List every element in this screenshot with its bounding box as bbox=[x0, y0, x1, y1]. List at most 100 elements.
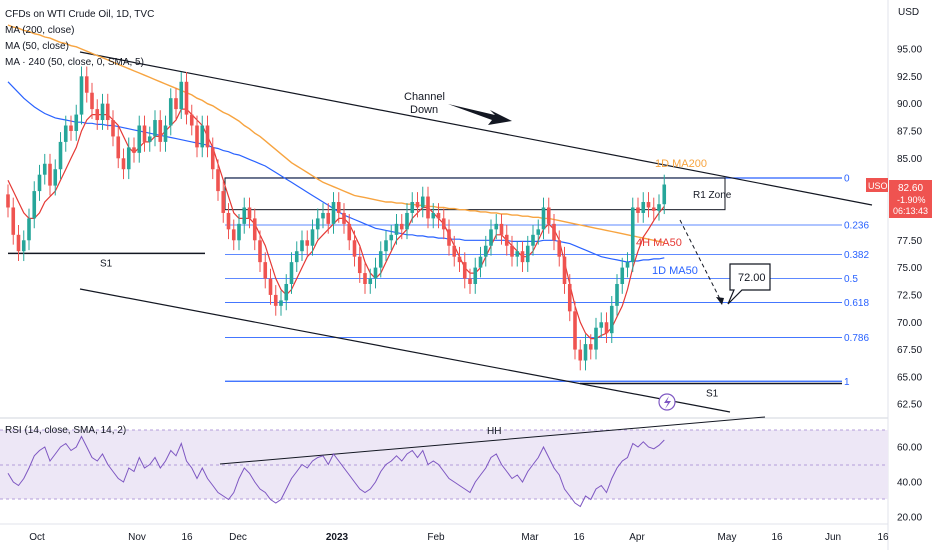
candle-body-62 bbox=[331, 202, 336, 224]
price-tick-67.50: 67.50 bbox=[897, 345, 922, 356]
price-tick-95.00: 95.00 bbox=[897, 45, 922, 56]
fib-label-0.5: 0.5 bbox=[844, 274, 858, 285]
lightning-icon[interactable] bbox=[658, 393, 676, 411]
candle-body-97 bbox=[515, 251, 520, 257]
candle-body-93 bbox=[494, 223, 499, 230]
candle-body-54 bbox=[289, 262, 294, 284]
rsi-tick-40.00: 40.00 bbox=[897, 478, 922, 489]
candle-body-29 bbox=[158, 120, 163, 142]
candle-body-41 bbox=[221, 191, 226, 213]
candle-body-17 bbox=[95, 109, 100, 121]
candle-body-80 bbox=[426, 196, 430, 219]
fib-label-0: 0 bbox=[844, 173, 850, 184]
candle-body-81 bbox=[431, 212, 436, 219]
rsi-tick-60.00: 60.00 bbox=[897, 443, 922, 454]
candle-body-74 bbox=[394, 223, 399, 235]
time-tick-3: Dec bbox=[229, 532, 247, 543]
candles bbox=[6, 66, 667, 371]
candle-body-32 bbox=[174, 98, 178, 110]
fib-label-0.618: 0.618 bbox=[844, 298, 869, 309]
time-tick-11: Jun bbox=[825, 532, 841, 543]
candle-body-85 bbox=[452, 245, 457, 257]
ma50-1d-label: 1D MA50 bbox=[652, 265, 698, 277]
time-tick-9: May bbox=[718, 532, 737, 543]
projection-arrowhead bbox=[716, 297, 724, 305]
rsi-trendline bbox=[219, 416, 766, 465]
legend-ma50: MA (50, close) bbox=[5, 41, 69, 52]
price-tick-65.00: 65.00 bbox=[897, 372, 922, 383]
candle-body-116 bbox=[615, 283, 619, 306]
candle-body-11 bbox=[63, 125, 68, 142]
candle-body-16 bbox=[90, 92, 94, 110]
time-tick-1: Nov bbox=[128, 532, 146, 543]
channel-arrow bbox=[448, 104, 512, 125]
candle-body-57 bbox=[305, 240, 310, 246]
candle-body-7 bbox=[42, 163, 47, 175]
candle-body-101 bbox=[536, 229, 541, 235]
candle-body-24 bbox=[132, 147, 136, 153]
time-tick-2: 16 bbox=[181, 532, 193, 543]
candle-body-70 bbox=[373, 267, 378, 279]
price-badge: USOIL 82.60 -1.90% 06:13:43 bbox=[866, 178, 932, 218]
candle-body-49 bbox=[263, 262, 268, 279]
candle-body-55 bbox=[294, 251, 299, 263]
candle-body-121 bbox=[641, 202, 646, 213]
candle-body-111 bbox=[588, 344, 593, 350]
candle-body-6 bbox=[37, 174, 42, 192]
candle-body-37 bbox=[200, 125, 205, 148]
legend-ma240: MA · 240 (50, close, 0, SMA, 5) bbox=[5, 57, 144, 68]
fib-label-1: 1 bbox=[844, 377, 850, 388]
candle-body-56 bbox=[300, 240, 304, 252]
candle-body-108 bbox=[573, 311, 577, 350]
candle-body-117 bbox=[620, 267, 625, 284]
candle-body-23 bbox=[126, 147, 131, 170]
candle-body-67 bbox=[357, 256, 362, 274]
price-tick-85.00: 85.00 bbox=[897, 154, 922, 165]
candle-body-112 bbox=[594, 327, 598, 350]
badge-change: -1.90% bbox=[897, 195, 926, 205]
time-tick-7: 16 bbox=[573, 532, 585, 543]
candle-body-84 bbox=[447, 229, 451, 246]
candle-body-53 bbox=[284, 283, 289, 301]
candle-body-46 bbox=[247, 207, 252, 219]
candle-body-79 bbox=[420, 196, 425, 208]
currency-label: USD bbox=[898, 7, 919, 18]
candle-body-59 bbox=[315, 218, 320, 230]
candle-body-87 bbox=[462, 262, 467, 279]
ma200-label: 1D MA200 bbox=[655, 158, 707, 170]
candle-body-40 bbox=[216, 169, 220, 192]
candle-body-120 bbox=[636, 207, 640, 213]
candle-body-102 bbox=[541, 207, 546, 230]
rsi-title: RSI (14, close, SMA, 14, 2) bbox=[5, 425, 126, 436]
candle-body-0 bbox=[6, 194, 10, 208]
candle-body-60 bbox=[321, 212, 325, 219]
fib-label-0.382: 0.382 bbox=[844, 250, 869, 261]
candle-body-122 bbox=[646, 202, 651, 208]
candle-body-38 bbox=[205, 125, 210, 148]
candle-body-25 bbox=[137, 125, 142, 153]
candle-body-110 bbox=[583, 344, 588, 361]
candle-body-28 bbox=[153, 120, 157, 137]
candle-body-48 bbox=[258, 240, 262, 263]
legend-ma200: MA (200, close) bbox=[5, 25, 74, 36]
badge-timer: 06:13:43 bbox=[893, 206, 928, 216]
rsi-axis: 60.00 40.00 20.00 bbox=[897, 443, 922, 524]
candle-body-30 bbox=[163, 125, 168, 142]
channel-label-line2: Down bbox=[410, 104, 438, 116]
candle-body-45 bbox=[242, 207, 247, 224]
candle-body-61 bbox=[326, 212, 331, 224]
candle-body-26 bbox=[142, 125, 147, 142]
candle-body-95 bbox=[504, 234, 509, 246]
candle-body-20 bbox=[111, 120, 115, 137]
channel-label-line1: Channel bbox=[404, 91, 445, 103]
candle-body-72 bbox=[384, 240, 388, 252]
hh-label: HH bbox=[487, 426, 501, 437]
candle-body-9 bbox=[53, 169, 58, 186]
fib-label-0.236: 0.236 bbox=[844, 220, 869, 231]
candle-body-22 bbox=[121, 158, 126, 170]
s1-left-label: S1 bbox=[100, 258, 113, 269]
candle-body-75 bbox=[399, 223, 404, 230]
candle-body-27 bbox=[147, 136, 152, 142]
time-axis[interactable]: Oct Nov 16 Dec 2023 Feb Mar 16 Apr May 16 Jun 16 bbox=[29, 532, 889, 543]
